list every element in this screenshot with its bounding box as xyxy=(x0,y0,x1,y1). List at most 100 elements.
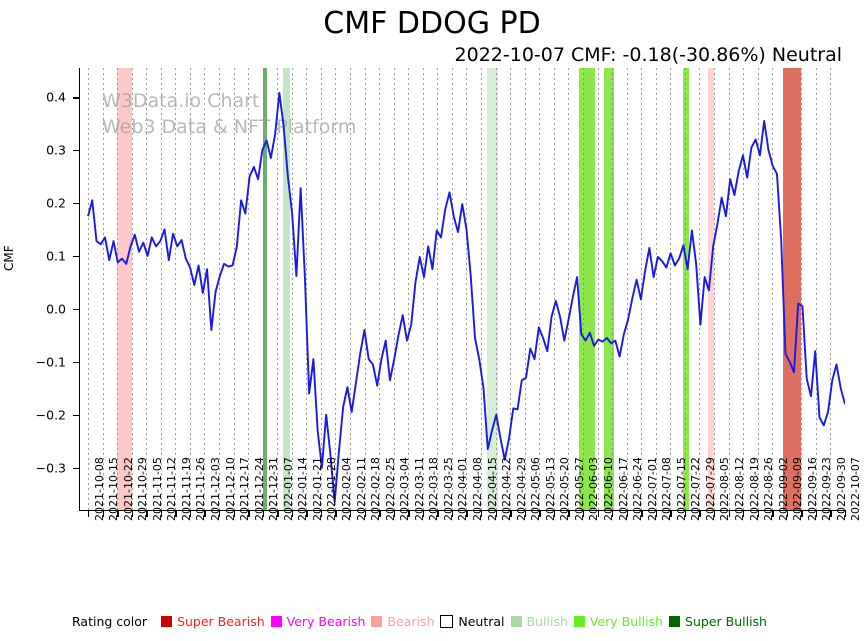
gridline xyxy=(219,68,221,510)
x-tick-mark xyxy=(786,511,789,517)
y-tick-mark xyxy=(73,414,80,417)
y-tick-label: −0.1 xyxy=(35,354,66,370)
legend-item[interactable]: Bearish xyxy=(371,614,434,629)
gridline xyxy=(582,68,584,510)
x-tick-mark xyxy=(248,511,250,517)
legend-swatch-icon xyxy=(510,616,522,627)
x-tick-mark xyxy=(612,511,614,517)
x-tick-mark xyxy=(393,511,396,517)
gridline xyxy=(830,68,832,510)
gridline xyxy=(131,68,133,510)
x-tick-mark xyxy=(306,511,308,517)
legend-label: Neutral xyxy=(458,614,505,629)
rating-band xyxy=(682,68,689,510)
legend-item[interactable]: Super Bearish xyxy=(161,614,265,629)
legend-label: Bullish xyxy=(526,614,568,629)
gridline xyxy=(102,68,104,510)
y-tick-label: −0.3 xyxy=(35,460,66,476)
gridline xyxy=(262,68,264,510)
x-tick-mark xyxy=(582,511,585,517)
legend-item[interactable]: Neutral xyxy=(440,614,505,629)
x-tick-mark xyxy=(291,511,294,517)
rating-band xyxy=(283,68,290,510)
y-tick-mark xyxy=(73,150,80,152)
x-tick-mark xyxy=(189,511,192,517)
x-tick-mark xyxy=(146,511,148,517)
gridline xyxy=(612,68,614,510)
y-tick-label: 0.1 xyxy=(46,248,66,264)
x-tick-mark xyxy=(466,511,468,517)
gridline xyxy=(728,68,730,510)
legend-swatch-icon xyxy=(161,616,173,627)
gridline xyxy=(655,68,657,510)
legend-label: Super Bearish xyxy=(177,614,265,629)
rating-band xyxy=(262,68,267,510)
cmf-line-series xyxy=(87,91,845,504)
gridline xyxy=(408,68,410,510)
gridline xyxy=(204,68,206,510)
gridline xyxy=(786,68,788,510)
legend-item[interactable]: Very Bearish xyxy=(270,614,365,629)
x-tick-mark xyxy=(539,511,541,517)
watermark-line2: Web3 Data & NFT Platform xyxy=(102,116,357,138)
legend-swatch-icon xyxy=(440,615,454,628)
gridline xyxy=(248,68,250,510)
gridline xyxy=(88,68,89,510)
gridline xyxy=(481,68,483,510)
y-tick-mark xyxy=(73,308,80,311)
x-tick-mark xyxy=(219,511,221,517)
gridline xyxy=(539,68,541,510)
gridline xyxy=(743,68,745,510)
y-tick-mark xyxy=(73,97,80,99)
x-tick-mark xyxy=(772,511,774,517)
y-tick-label: 0.3 xyxy=(46,142,66,158)
rating-band xyxy=(707,68,714,510)
gridline xyxy=(568,68,570,510)
x-tick-mark xyxy=(728,511,730,517)
x-tick-mark xyxy=(117,511,119,517)
legend-item[interactable]: Bullish xyxy=(510,614,568,629)
legend-title: Rating color xyxy=(72,614,148,629)
gridline xyxy=(277,68,279,510)
gridline xyxy=(306,68,308,510)
x-tick-mark xyxy=(451,511,454,517)
x-tick-mark xyxy=(204,511,206,517)
y-tick-mark xyxy=(73,467,80,470)
gridline xyxy=(451,68,453,510)
x-tick-mark xyxy=(102,511,104,517)
x-tick-mark xyxy=(670,511,672,517)
x-tick-mark xyxy=(699,511,701,517)
gridline xyxy=(524,68,526,510)
y-tick-label: −0.2 xyxy=(35,407,66,423)
x-tick-mark xyxy=(262,511,265,517)
gridline xyxy=(684,68,686,510)
gridline xyxy=(379,68,381,510)
legend-item[interactable]: Very Bullish xyxy=(573,614,664,629)
x-tick-mark xyxy=(524,511,527,517)
gridline xyxy=(422,68,424,510)
gridline xyxy=(291,68,293,510)
y-tick-mark xyxy=(73,255,80,258)
gridline xyxy=(393,68,395,510)
gridline xyxy=(335,68,337,510)
x-tick-mark xyxy=(844,511,847,517)
gridline xyxy=(626,68,628,510)
x-tick-mark xyxy=(481,511,483,517)
gridline xyxy=(510,68,512,510)
y-tick-label: 0.4 xyxy=(46,89,66,105)
y-tick-mark xyxy=(73,361,80,364)
x-tick-mark xyxy=(408,511,410,517)
gridline xyxy=(757,68,759,510)
x-tick-mark xyxy=(713,511,716,517)
gridline xyxy=(699,68,701,510)
x-tick-mark xyxy=(437,511,439,517)
gridline xyxy=(495,68,497,510)
x-tick-mark xyxy=(553,511,556,517)
legend-item[interactable]: Super Bullish xyxy=(669,614,767,629)
x-tick-mark xyxy=(801,511,803,517)
legend-swatch-icon xyxy=(371,616,383,627)
x-tick-mark xyxy=(641,511,643,517)
x-tick-mark xyxy=(510,511,512,517)
legend-label: Very Bullish xyxy=(589,614,664,629)
